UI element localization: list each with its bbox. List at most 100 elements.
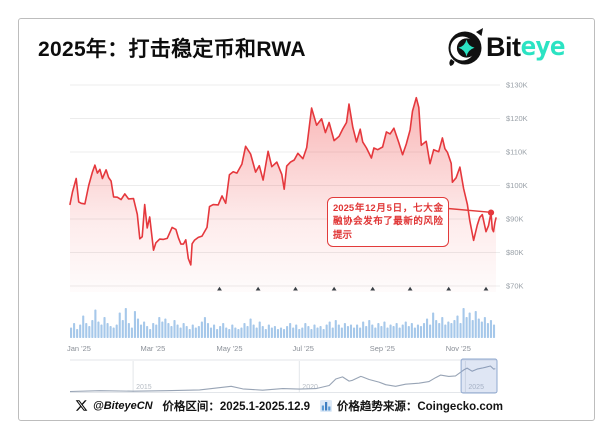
volume-bar [465, 317, 468, 338]
volume-bar [173, 320, 176, 338]
navigator-selection[interactable] [460, 358, 498, 394]
volume-bar [422, 323, 426, 338]
volume-bar [407, 326, 410, 338]
volume-bar [152, 323, 155, 338]
volume-bar [319, 326, 322, 338]
event-annotation-text: 2025年12月5日，七大金融协会发布了最新的风险提示 [333, 203, 443, 241]
volume-bar [286, 326, 289, 338]
volume-bar [219, 326, 222, 338]
volume-bar [249, 318, 252, 338]
volume-bar [334, 320, 337, 338]
x-axis-tick-label: May '25 [217, 344, 243, 353]
volume-bar [392, 326, 395, 338]
price-range-label: 价格区间：2025.1-2025.12.9 [162, 400, 311, 413]
volume-bar [337, 324, 340, 338]
x-axis-tick-label: Jan '25 [67, 344, 91, 353]
x-axis-tick-label: Jul '25 [293, 344, 314, 353]
volume-bar [106, 323, 109, 338]
y-axis-tick-label: $70K [506, 282, 524, 291]
annotation-point [487, 209, 495, 216]
event-marker-icon [331, 286, 337, 291]
volume-bar [489, 320, 493, 338]
volume-bar [468, 312, 471, 338]
volume-bar [88, 326, 91, 338]
volume-bar [477, 318, 480, 338]
volume-bar [365, 326, 368, 338]
volume-bar [441, 317, 444, 338]
price-area [70, 97, 496, 292]
volume-bar [310, 329, 313, 338]
event-marker-icon [407, 286, 413, 291]
volume-bar [349, 324, 353, 338]
bar-chart-icon [319, 399, 332, 412]
volume-bar [85, 323, 88, 338]
volume-bar [429, 324, 432, 338]
event-marker-icon [446, 286, 452, 291]
volume-bar [459, 323, 462, 338]
volume-bar [103, 317, 106, 338]
source-label: 价格趋势来源：Coingecko.com [336, 400, 503, 413]
volume-bar [209, 327, 213, 338]
volume-bar [143, 321, 146, 338]
volume-bar [325, 324, 328, 338]
volume-bar [179, 327, 182, 338]
volume-bar [167, 323, 170, 338]
event-annotation: 2025年12月5日，七大金融协会发布了最新的风险提示 [327, 197, 449, 247]
volume-bar [231, 324, 234, 338]
volume-bars [70, 308, 496, 338]
volume-bar [483, 317, 486, 338]
volume-bar [109, 326, 112, 338]
volume-bar [346, 326, 349, 338]
volume-bar [432, 312, 435, 338]
volume-bar [316, 327, 319, 338]
event-marker-icon [483, 286, 489, 291]
volume-bar [444, 324, 447, 338]
logo-text-bit: Bit [486, 31, 521, 62]
volume-bar [203, 317, 206, 338]
volume-bar [377, 323, 380, 338]
volume-bar [395, 323, 398, 338]
volume-bar [200, 321, 203, 338]
volume-bar [298, 329, 301, 338]
volume-bar [115, 324, 118, 338]
volume-bar [170, 326, 173, 338]
volume-bar [264, 329, 267, 338]
volume-bar [79, 324, 82, 338]
volume-bar [133, 311, 136, 338]
volume-bar [419, 326, 423, 338]
volume-bar [197, 326, 200, 338]
volume-bar [450, 323, 453, 338]
volume-bar [307, 326, 310, 338]
volume-bar [313, 324, 316, 338]
volume-bar [100, 324, 103, 338]
volume-bar [279, 327, 283, 338]
volume-bar [158, 317, 161, 338]
volume-bar [283, 329, 286, 338]
volume-bar [252, 324, 255, 338]
volume-bar [164, 318, 167, 338]
volume-bar [127, 323, 130, 338]
y-axis-tick-label: $110K [506, 148, 527, 157]
volume-bar [331, 327, 334, 338]
logo-text-eye: eye [520, 32, 566, 62]
volume-bar [340, 327, 343, 338]
volume-bar [182, 323, 185, 338]
footer-bar: @BiteyeCN 价格区间：2025.1-2025.12.9 价格趋势来源：C… [75, 397, 503, 414]
volume-bar [438, 323, 441, 338]
volume-bar [246, 326, 249, 338]
y-axis-tick-label: $100K [506, 181, 528, 190]
navigator-line [69, 365, 496, 393]
x-axis-labels: Jan '25 Mar '25 May '25 Jul '25 Sep '25 Nov '… [67, 344, 471, 353]
volume-bar [426, 318, 429, 338]
volume-bar [456, 315, 459, 338]
navigator-tick-label: 2015 [136, 384, 152, 391]
volume-bar [161, 321, 164, 338]
volume-bar [139, 324, 143, 338]
event-marker-icon [217, 286, 222, 291]
volume-bar [188, 329, 191, 338]
x-twitter-icon [75, 400, 88, 411]
volume-bar [121, 320, 124, 338]
navigator[interactable]: 2015 2020 2025 [69, 358, 498, 394]
volume-bar [97, 321, 100, 338]
